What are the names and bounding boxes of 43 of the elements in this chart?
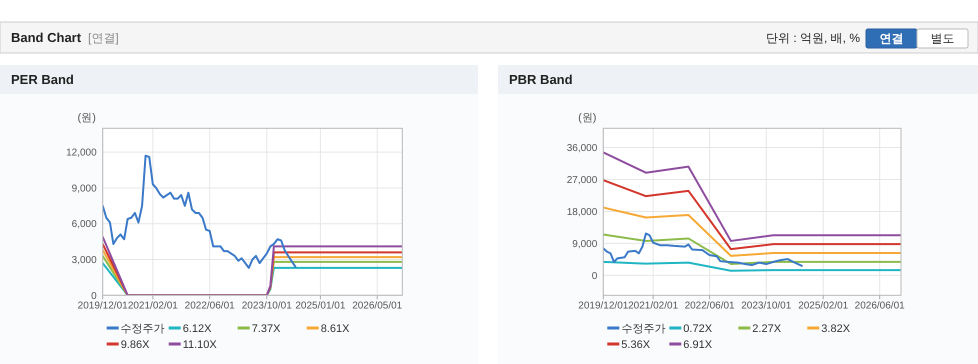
text: 별도 [930, 32, 954, 46]
y-tick-label: 18,000 [566, 206, 598, 218]
y-tick-label: 0 [91, 290, 98, 302]
text: [연결] [88, 31, 119, 45]
x-tick-label: 2022/06/01 [184, 300, 236, 312]
legend-label: 6.12X [182, 323, 212, 335]
legend-label: 2.27X [752, 323, 782, 335]
y-axis-title: (원) [578, 112, 596, 124]
legend-label: 5.36X [621, 339, 651, 351]
legend-label: 수정주가 [621, 323, 666, 335]
x-tick-label: 2025/01/01 [295, 300, 346, 312]
x-tick-label: 2026/05/01 [352, 300, 403, 312]
chart-title: PBR Band [509, 72, 573, 87]
y-axis-title: (원) [78, 112, 96, 124]
legend-label: 7.37X [252, 323, 282, 335]
x-tick-label: 2021/02/01 [128, 300, 178, 312]
y-tick-label: 3,000 [72, 255, 98, 266]
x-tick-label: 2025/02/01 [798, 300, 849, 312]
text: Band Chart [11, 30, 82, 45]
x-tick-label: 2019/12/01 [578, 300, 629, 312]
y-tick-label: 0 [592, 270, 598, 282]
legend-label: 수정주가 [120, 323, 165, 335]
x-tick-label: 2022/06/01 [684, 300, 736, 312]
legend-label: 8.61X [320, 323, 350, 335]
text: 단위 : 억원, 배, % [766, 31, 860, 45]
x-tick-label: 2023/10/01 [242, 300, 292, 312]
x-tick-label: 2023/10/01 [741, 300, 792, 312]
legend-label: 11.10X [182, 339, 218, 351]
legend-label: 9.86X [120, 339, 150, 351]
legend-label: 0.72X [683, 323, 713, 335]
text: 연결 [880, 32, 904, 46]
legend-label: 3.82X [821, 323, 851, 335]
x-tick-label: 2019/12/01 [78, 300, 128, 312]
y-tick-label: 9,000 [572, 238, 598, 250]
y-tick-label: 12,000 [66, 148, 98, 159]
legend-label: 6.91X [683, 339, 713, 351]
x-tick-label: 2021/02/01 [628, 300, 679, 312]
chart-title: PER Band [11, 72, 74, 87]
y-tick-label: 9,000 [72, 183, 98, 194]
y-tick-label: 36,000 [566, 142, 598, 154]
y-tick-label: 6,000 [72, 219, 98, 230]
x-tick-label: 2026/06/01 [854, 300, 906, 312]
y-tick-label: 27,000 [566, 174, 598, 186]
